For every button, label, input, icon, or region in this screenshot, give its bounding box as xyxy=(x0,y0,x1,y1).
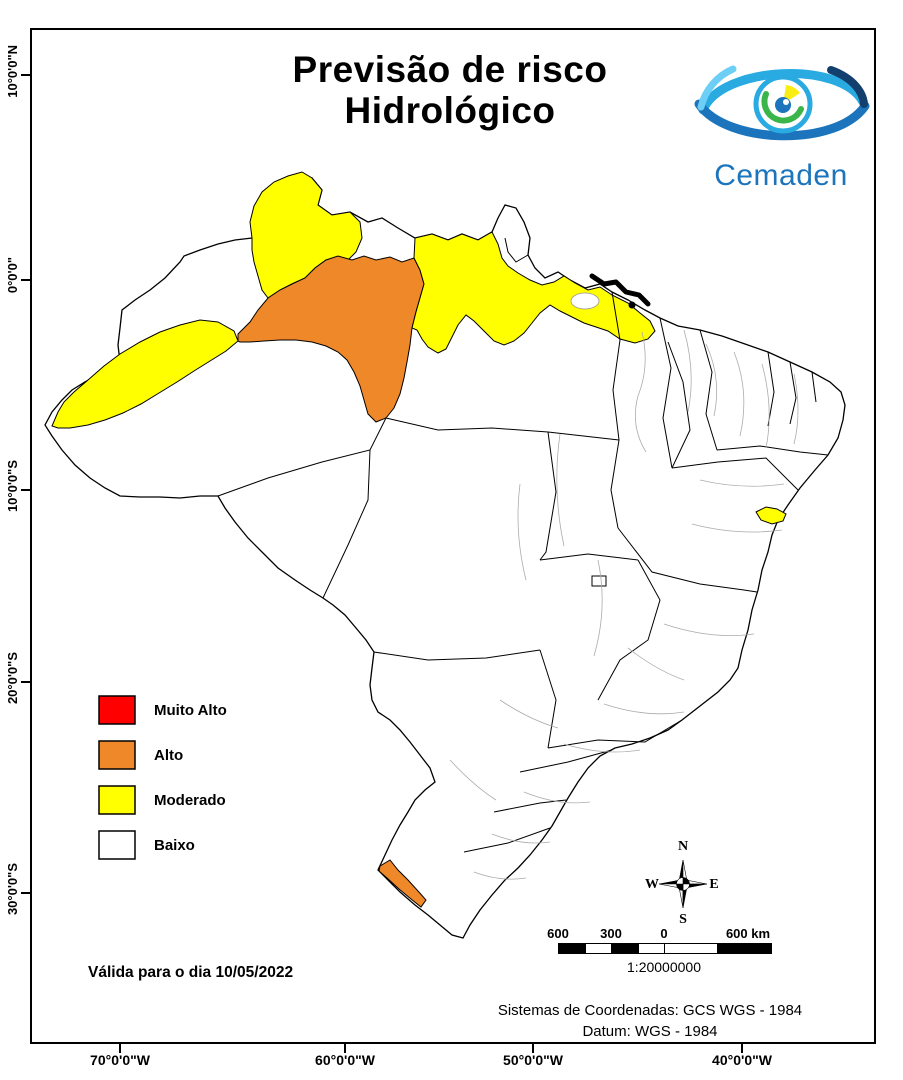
legend-label-baixo: Baixo xyxy=(154,836,195,854)
lon-label-40w: 40°0'0"W xyxy=(712,1052,772,1068)
state-borders xyxy=(217,237,829,853)
lat-label-10s: 10°0'0"S xyxy=(5,460,20,513)
risk-region-north-roraima xyxy=(249,171,363,299)
lon-tick xyxy=(119,1044,121,1053)
lat-tick xyxy=(21,489,30,491)
lat-label-20s: 20°0'0"S xyxy=(5,652,20,705)
scale-segment xyxy=(612,944,639,953)
scale-label-300: 300 xyxy=(600,926,622,941)
coordinate-system-note: Sistemas de Coordenadas: GCS WGS - 1984 … xyxy=(430,1000,870,1042)
title-line-1: Previsão de risco xyxy=(292,49,608,90)
scale-segment xyxy=(718,944,771,953)
legend: Muito Alto Alto Moderado Baixo xyxy=(98,695,227,876)
legend-item-alto: Alto xyxy=(98,740,227,770)
scale-bar-graphic xyxy=(558,943,772,954)
scale-bar: 600 300 0 600 km 1:20000000 xyxy=(547,926,780,975)
scale-label-0: 0 xyxy=(660,926,668,941)
risk-region-west-rio-grande-do-sul xyxy=(378,859,427,908)
compass-rose-icon: N W E S xyxy=(645,839,719,926)
cemaden-wordmark: Cemaden xyxy=(714,159,848,192)
title-line-2: Hidrológico xyxy=(344,89,556,131)
lon-tick xyxy=(344,1044,346,1053)
scale-segment xyxy=(638,944,665,953)
risk-region-para xyxy=(411,231,656,354)
scale-segment xyxy=(665,944,718,953)
legend-item-baixo: Baixo xyxy=(98,830,227,860)
amazon-mouth-marks xyxy=(589,273,651,309)
validity-note: Válida para o dia 10/05/2022 xyxy=(88,964,294,981)
scale-bar-labels: 600 300 0 600 km xyxy=(547,926,780,943)
legend-label-alto: Alto xyxy=(154,746,184,764)
compass-star xyxy=(658,859,708,909)
compass-east-label: E xyxy=(709,877,718,892)
compass-south-label: S xyxy=(679,912,687,926)
scale-label-600-km: 600 km xyxy=(725,926,771,941)
legend-label-muito-alto: Muito Alto xyxy=(154,701,227,719)
compass-west-label: W xyxy=(645,877,659,892)
risk-region-west-amazonas xyxy=(51,319,239,429)
cemaden-eye-icon xyxy=(694,65,870,141)
brazil-map xyxy=(44,171,846,939)
legend-swatch-alto xyxy=(98,740,136,770)
lat-label-30s: 30°0'0"S xyxy=(5,863,20,916)
datum-line: Datum: WGS - 1984 xyxy=(582,1023,718,1040)
lon-label-50w: 50°0'0"W xyxy=(503,1052,563,1068)
lat-label-10n: 10°0'0"N xyxy=(5,45,20,98)
legend-label-moderado: Moderado xyxy=(154,791,226,809)
lon-label-60w: 60°0'0"W xyxy=(315,1052,375,1068)
compass-north-label: N xyxy=(678,839,688,854)
coordinate-system-line: Sistemas de Coordenadas: GCS WGS - 1984 xyxy=(497,1002,803,1019)
lat-tick xyxy=(21,74,30,76)
legend-item-muito-alto: Muito Alto xyxy=(98,695,227,725)
page-title: Previsão de risco Hidrológico xyxy=(160,49,740,131)
legend-item-moderado: Moderado xyxy=(98,785,227,815)
scale-segment xyxy=(585,944,612,953)
legend-swatch-moderado xyxy=(98,785,136,815)
legend-swatch-baixo xyxy=(98,830,136,860)
lat-label-0: 0°0'0" xyxy=(5,257,20,294)
risk-region-south-bahia-coast xyxy=(755,506,787,525)
legend-swatch-muito-alto xyxy=(98,695,136,725)
lon-tick xyxy=(532,1044,534,1053)
scale-segment xyxy=(559,944,586,953)
municipal-borders xyxy=(449,329,799,880)
lat-tick xyxy=(21,279,30,281)
lat-tick xyxy=(21,892,30,894)
scale-label-600-left: 600 xyxy=(547,926,569,941)
risk-region-central-amazonas xyxy=(237,255,425,423)
cemaden-logo: Cemaden xyxy=(688,52,874,193)
lat-tick xyxy=(21,681,30,683)
marajo-island xyxy=(570,292,600,310)
lon-tick xyxy=(741,1044,743,1053)
scale-ratio: 1:20000000 xyxy=(627,959,701,975)
lon-label-70w: 70°0'0"W xyxy=(90,1052,150,1068)
